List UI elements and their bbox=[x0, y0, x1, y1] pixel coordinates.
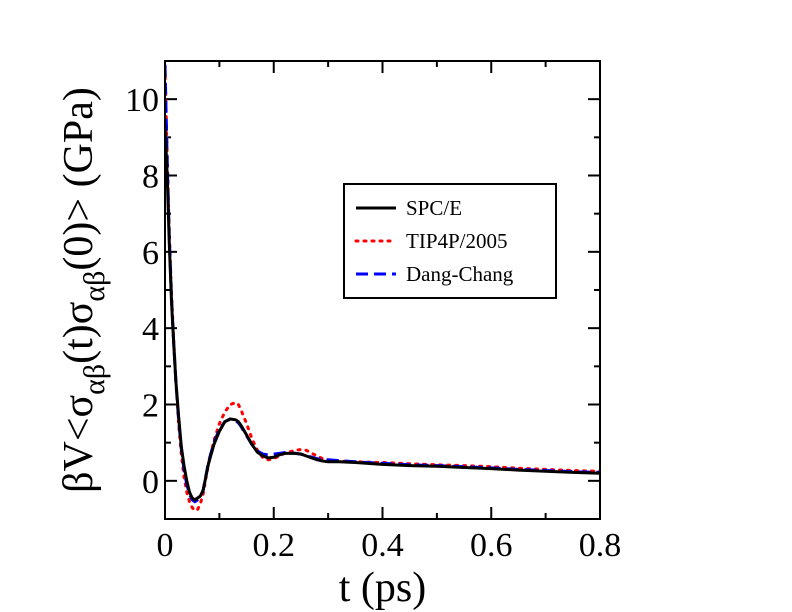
legend-label: SPC/E bbox=[406, 196, 462, 220]
plot-frame bbox=[164, 60, 601, 520]
y-tick-label: 6 bbox=[142, 235, 159, 272]
y-tick-label: 10 bbox=[125, 82, 159, 119]
y-label-sub1: αβ bbox=[78, 364, 111, 395]
y-tick-label: 2 bbox=[142, 388, 159, 425]
legend-label: TIP4P/2005 bbox=[406, 229, 508, 253]
y-label-mid: (t)σ bbox=[56, 302, 102, 364]
y-label-sub2: αβ bbox=[78, 271, 111, 302]
x-tick-label: 0.8 bbox=[579, 527, 622, 564]
y-tick-label: 4 bbox=[142, 311, 159, 348]
x-tick-label: 0.4 bbox=[361, 527, 404, 564]
tick-labels: 0 0.2 0.4 0.6 0.8 0 2 4 6 8 10 bbox=[125, 82, 621, 564]
x-tick-label: 0.6 bbox=[470, 527, 513, 564]
x-tick-label: 0.2 bbox=[253, 527, 296, 564]
legend: SPC/E TIP4P/2005 Dang-Chang bbox=[343, 183, 557, 299]
y-axis-label: βV<σαβ(t)σαβ(0)> (GPa) bbox=[56, 87, 111, 493]
y-tick-label: 0 bbox=[142, 464, 159, 501]
y-label-prefix: βV<σ bbox=[56, 395, 102, 493]
series-layer bbox=[165, 64, 600, 513]
x-axis-label: t (ps) bbox=[339, 565, 427, 611]
legend-label: Dang-Chang bbox=[406, 262, 514, 286]
series-line-spc-e bbox=[165, 125, 600, 502]
x-tick-label: 0 bbox=[157, 527, 174, 564]
y-label-suffix: (0)> (GPa) bbox=[56, 87, 102, 270]
y-tick-label: 8 bbox=[142, 159, 159, 196]
